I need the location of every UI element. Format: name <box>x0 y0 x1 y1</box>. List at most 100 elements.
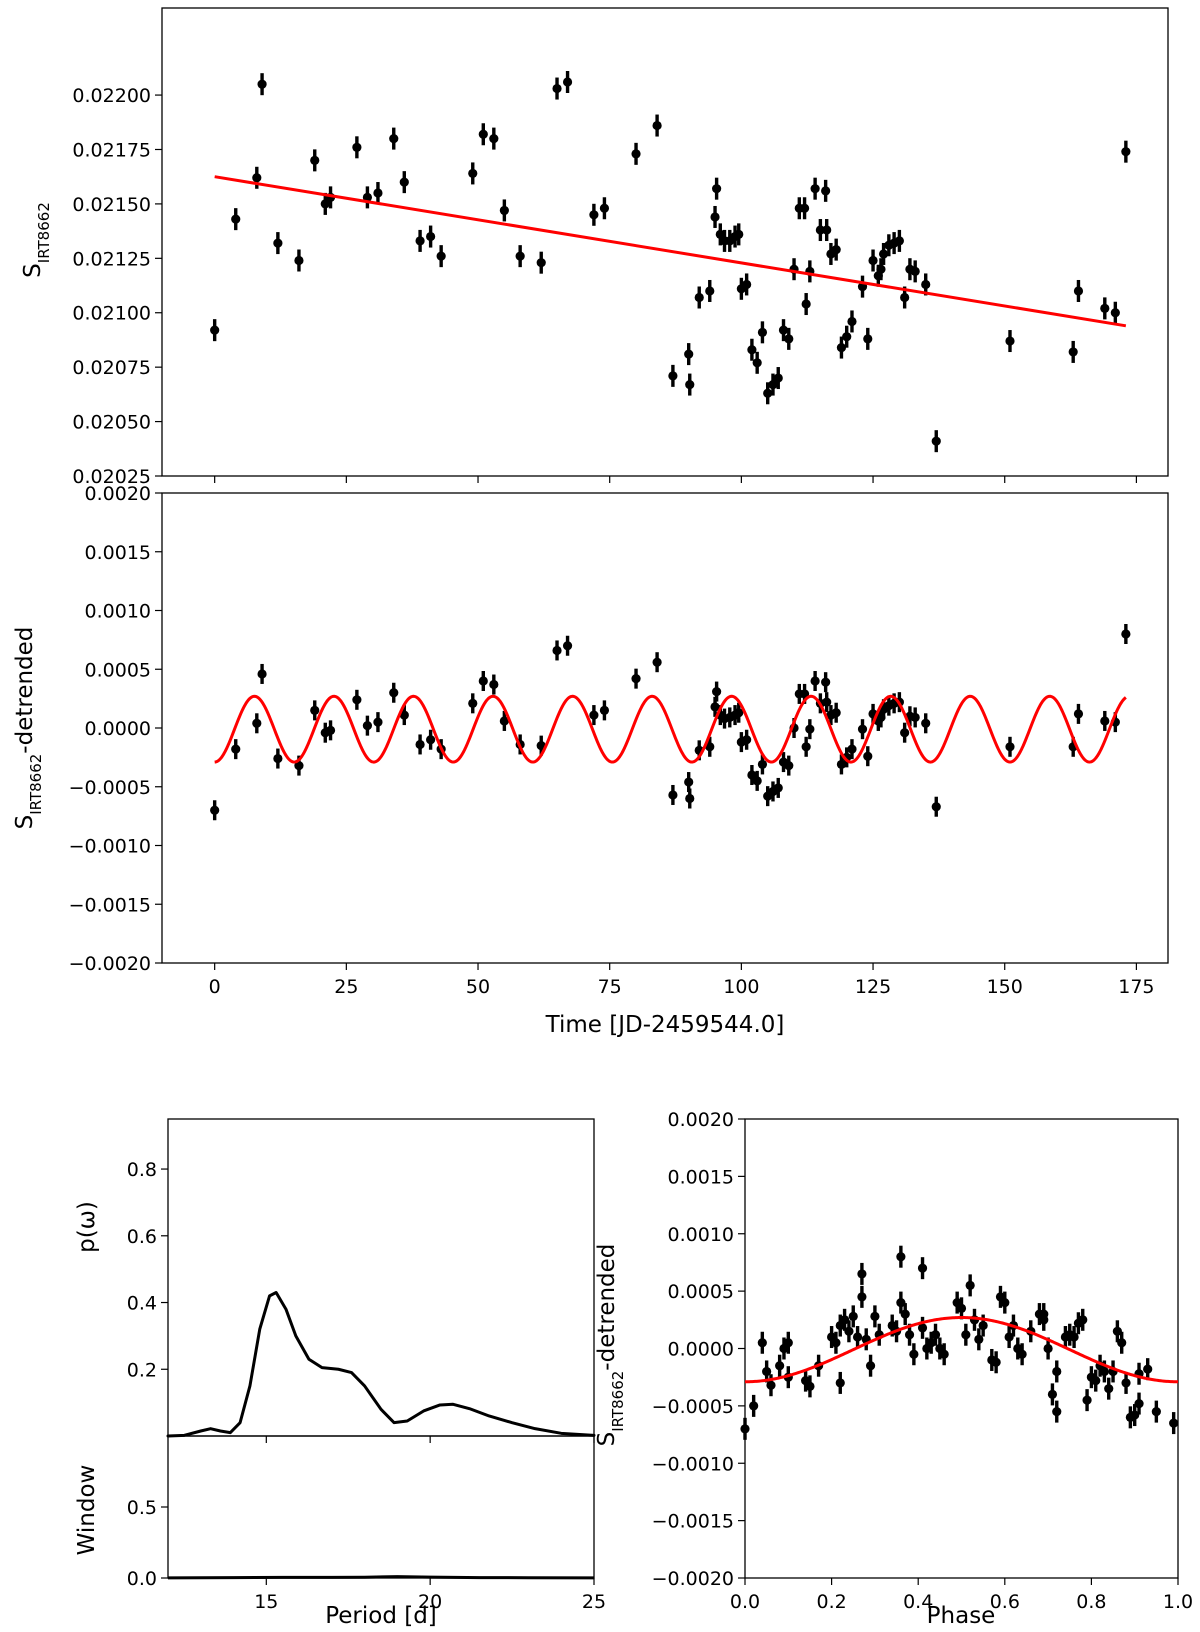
panel-raw-time-series: 0.02025 0.02050 0.02075 0.02100 0.02125 0.021… <box>20 7 1169 488</box>
data-point-marker <box>752 358 762 368</box>
x-axis-ticks <box>265 1436 595 1443</box>
data-point-marker <box>805 1381 815 1391</box>
data-point <box>712 177 722 200</box>
data-point <box>1069 1326 1079 1349</box>
data-point <box>822 219 832 242</box>
data-point <box>821 672 831 693</box>
data-point-marker <box>815 225 825 235</box>
data-point-marker <box>389 134 399 144</box>
data-point <box>273 232 283 255</box>
data-point <box>734 702 744 723</box>
data-point-marker <box>865 1361 876 1371</box>
y-tick-label: 0.8 <box>127 1159 157 1181</box>
data-point <box>1078 1308 1088 1331</box>
data-point-marker <box>310 705 320 715</box>
data-point <box>552 77 562 100</box>
data-point <box>896 1245 906 1268</box>
data-point-marker <box>752 776 762 786</box>
data-point-marker <box>768 379 778 390</box>
data-point-marker <box>1005 742 1015 752</box>
data-point <box>896 1291 906 1314</box>
data-point <box>961 1323 971 1346</box>
data-point-marker <box>1052 1407 1062 1417</box>
data-point-marker <box>847 744 857 754</box>
data-point-marker <box>734 229 744 239</box>
data-point <box>273 748 283 769</box>
data-point <box>362 715 373 736</box>
data-point-marker <box>766 1380 776 1390</box>
data-point-marker <box>468 168 478 179</box>
data-point <box>917 1257 928 1280</box>
data-point-marker <box>852 1332 863 1342</box>
data-point <box>857 1285 867 1308</box>
y-tick-label: 0.5 <box>127 1497 157 1519</box>
data-point-marker <box>415 236 425 246</box>
y-tick-label: 0.02100 <box>72 303 151 325</box>
data-point-marker <box>294 255 304 266</box>
data-point <box>857 719 868 740</box>
data-point <box>389 682 399 703</box>
data-point <box>974 1328 984 1351</box>
data-point <box>599 197 610 220</box>
data-point-marker <box>231 744 241 754</box>
data-point-marker <box>801 299 811 309</box>
data-point <box>1110 301 1120 324</box>
data-point-marker <box>478 129 488 139</box>
data-point <box>1000 1291 1010 1314</box>
data-point-marker <box>1052 1366 1062 1377</box>
data-point-marker <box>835 1378 845 1388</box>
panel-phase-folded: −0.0020 −0.0015 −0.0010 −0.0005 0.0000 0.0005… <box>594 1109 1193 1629</box>
data-point-marker <box>763 388 773 398</box>
x-axis-ticks: 15 20 25 <box>254 1578 606 1613</box>
data-point <box>747 338 757 361</box>
data-point <box>705 736 715 757</box>
x-axis-label: Period [d] <box>325 1603 437 1629</box>
data-point <box>910 260 920 283</box>
x-tick-label: 100 <box>723 976 759 998</box>
data-point-marker <box>876 264 886 274</box>
data-point <box>294 249 304 272</box>
data-point-marker <box>868 255 878 266</box>
data-point <box>810 177 820 200</box>
data-point <box>1004 1326 1014 1349</box>
data-point <box>857 1262 867 1285</box>
data-point-marker <box>294 761 304 771</box>
data-point <box>773 367 783 390</box>
data-point <box>373 712 383 733</box>
data-point <box>252 166 262 189</box>
data-point-marker <box>896 1298 906 1308</box>
data-point-marker <box>1100 716 1110 726</box>
data-point <box>252 713 262 734</box>
data-point-marker <box>1082 1395 1092 1405</box>
x-tick-label: 0.6 <box>990 1591 1020 1613</box>
data-point-marker <box>1130 1410 1140 1420</box>
data-point-marker <box>747 345 757 355</box>
y-axis-label: p(ω) <box>74 1201 100 1253</box>
data-point <box>231 739 241 760</box>
data-point-marker <box>749 1401 759 1411</box>
y-axis-label: SIRT8662 <box>20 202 53 278</box>
plot-frame <box>161 7 1169 477</box>
data-point <box>822 692 832 713</box>
data-point <box>352 136 362 159</box>
data-point-marker <box>1169 1418 1179 1428</box>
data-point-marker <box>974 1334 984 1344</box>
y-tick-label: 0.02050 <box>72 412 151 434</box>
data-point-marker <box>468 698 478 708</box>
data-marks <box>740 1245 1179 1440</box>
data-point-marker <box>436 251 446 261</box>
data-point-marker <box>773 373 783 383</box>
data-point <box>839 1308 850 1331</box>
x-tick-label: 25 <box>582 1591 606 1613</box>
data-point <box>478 123 488 146</box>
data-point <box>939 1343 949 1366</box>
data-point <box>325 720 336 741</box>
data-point-marker <box>939 1349 949 1359</box>
plot-frame <box>167 1435 595 1579</box>
data-point <box>847 310 857 333</box>
data-point-marker <box>757 327 768 337</box>
data-point <box>499 710 509 731</box>
data-point-marker <box>799 689 810 699</box>
data-marks <box>210 71 1131 453</box>
y-tick-label: 0.4 <box>127 1293 157 1315</box>
